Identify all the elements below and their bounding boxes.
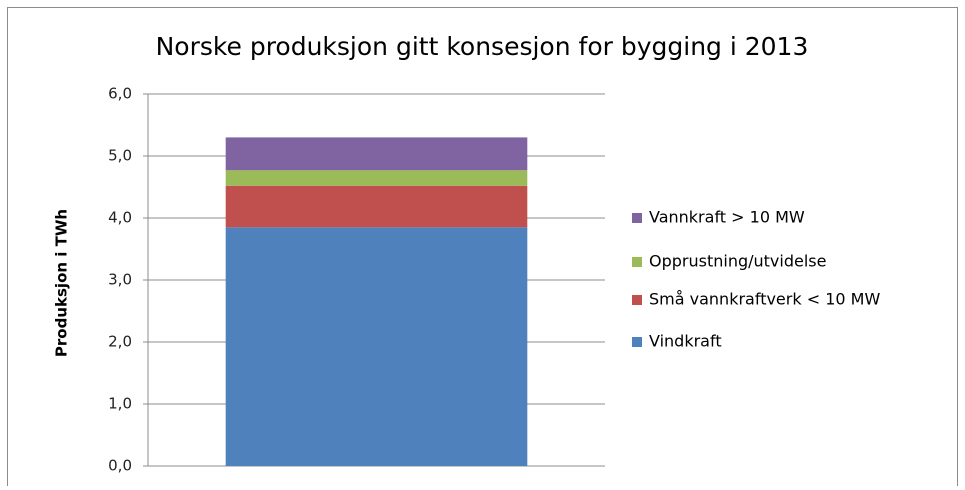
bar-segment	[225, 137, 528, 171]
legend-label: Vindkraft	[649, 332, 722, 351]
bar-segment	[225, 185, 528, 228]
y-tick-label: 3,0	[108, 271, 132, 289]
legend-label: Små vannkraftverk < 10 MW	[649, 290, 880, 309]
bar-segment	[225, 170, 528, 186]
chart-title: Norske produksjon gitt konsesjon for byg…	[156, 32, 809, 61]
legend-swatch	[632, 213, 642, 223]
y-axis-label: Produksjon i TWh	[53, 209, 71, 357]
y-tick-label: 1,0	[108, 395, 132, 413]
y-tick-label: 0,0	[108, 457, 132, 475]
bar-segment	[225, 227, 528, 466]
y-tick-label: 4,0	[108, 209, 132, 227]
legend-label: Vannkraft > 10 MW	[649, 208, 805, 227]
y-tick-label: 5,0	[108, 147, 132, 165]
legend-swatch	[632, 257, 642, 267]
legend-swatch	[632, 295, 642, 305]
y-tick-label: 6,0	[108, 85, 132, 103]
legend-swatch	[632, 337, 642, 347]
y-tick-label: 2,0	[108, 333, 132, 351]
legend-label: Opprustning/utvidelse	[649, 252, 826, 271]
